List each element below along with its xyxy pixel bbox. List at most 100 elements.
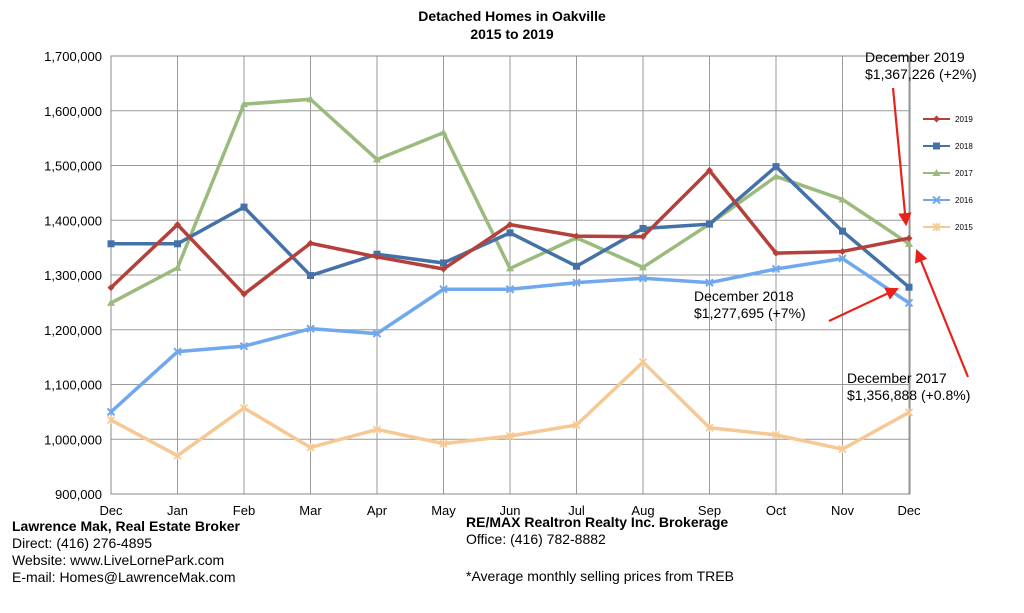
- series-2019: [107, 166, 913, 298]
- x-tick-label: Dec: [99, 503, 123, 518]
- agent-email: E-mail: Homes@LawrenceMak.com: [12, 569, 236, 585]
- data-point: [106, 416, 116, 425]
- data-point: [239, 341, 249, 351]
- data-point: [904, 408, 914, 417]
- data-point: [905, 234, 913, 242]
- x-tick-label: Apr: [367, 503, 388, 518]
- brokerage-info: RE/MAX Realtron Realty Inc. Brokerage Of…: [466, 514, 728, 548]
- x-tick-label: Oct: [766, 503, 787, 518]
- data-point: [838, 195, 847, 203]
- data-point: [372, 425, 382, 434]
- data-point: [505, 431, 515, 441]
- brokerage-name: RE/MAX Realtron Realty Inc. Brokerage: [466, 514, 729, 530]
- data-point: [771, 264, 781, 274]
- data-point: [573, 232, 580, 240]
- annotation-line2: $1,277,695 (+7%): [694, 305, 806, 321]
- y-tick-label: 1,200,000: [44, 323, 102, 338]
- data-point: [106, 407, 116, 417]
- annotation-arrow: [915, 248, 970, 378]
- annotation-dec2017: December 2017$1,356,888 (+0.8%): [847, 370, 970, 403]
- data-point: [905, 239, 913, 247]
- data-point: [307, 239, 314, 247]
- data-point: [933, 115, 940, 123]
- plot-frame: [110, 55, 911, 495]
- annotation-dec2018: December 2018$1,277,695 (+7%): [694, 288, 806, 321]
- agent-website: Website: www.LiveLornePark.com: [12, 552, 225, 568]
- y-tick-label: 1,500,000: [44, 159, 102, 174]
- data-point: [839, 227, 846, 235]
- annotation-line1: December 2018: [694, 288, 794, 304]
- data-point: [505, 285, 515, 294]
- legend-entry-2016: 2016: [923, 195, 973, 205]
- legend: 2019 2018 2017 2016 2015: [923, 115, 973, 232]
- series-2018: [107, 163, 913, 291]
- data-point: [373, 155, 381, 163]
- x-tick-label: Jan: [167, 503, 188, 518]
- x-tick-label: Aug: [631, 503, 654, 518]
- data-point: [439, 128, 448, 136]
- legend-label: 2016: [955, 196, 973, 205]
- data-point: [572, 278, 581, 287]
- office-phone: Office: (416) 782-8882: [466, 531, 606, 547]
- data-point: [932, 195, 941, 205]
- series-group: [106, 95, 914, 460]
- legend-entry-2019: 2019: [923, 115, 973, 124]
- x-tick-label: May: [431, 503, 456, 518]
- x-tick-label: Feb: [233, 503, 255, 518]
- legend-entry-2018: 2018: [923, 142, 973, 151]
- data-point: [240, 100, 248, 108]
- data-point: [638, 357, 648, 367]
- data-point: [306, 443, 315, 452]
- gridlines: [110, 55, 910, 495]
- agent-name: Lawrence Mak, Real Estate Broker: [12, 518, 240, 534]
- data-point: [904, 298, 914, 308]
- data-point: [307, 272, 314, 280]
- data-point: [239, 403, 249, 413]
- axes: 900,000 1,000,000 1,100,000 1,200,000 1,300,…: [44, 49, 921, 518]
- data-point: [573, 262, 580, 270]
- x-tick-label: Jul: [568, 503, 585, 518]
- data-point: [839, 247, 846, 255]
- y-tick-label: 1,100,000: [44, 378, 102, 393]
- data-point: [838, 254, 847, 263]
- data-point: [639, 233, 647, 241]
- data-point: [440, 265, 447, 273]
- annotation-dec2019: December 2019$1,367,226 (+2%): [865, 49, 977, 82]
- y-tick-label: 900,000: [55, 487, 102, 502]
- y-tick-label: 1,400,000: [44, 213, 102, 228]
- chart-subtitle: 2015 to 2019: [470, 26, 553, 42]
- y-tick-label: 1,300,000: [44, 268, 102, 283]
- x-tick-label: Sep: [698, 503, 721, 518]
- y-tick-label: 1,000,000: [44, 432, 102, 447]
- series-2015: [106, 357, 914, 460]
- x-tick-label: Jun: [500, 503, 521, 518]
- data-point: [174, 240, 181, 248]
- data-point: [440, 259, 447, 267]
- legend-entry-2017: 2017: [923, 169, 973, 178]
- data-point: [107, 298, 115, 306]
- data-point: [306, 324, 315, 333]
- data-point: [772, 249, 780, 257]
- data-point: [306, 95, 315, 103]
- agent-contact: Lawrence Mak, Real Estate Broker Direct:…: [12, 518, 240, 586]
- data-point: [506, 264, 514, 272]
- annotation-line2: $1,356,888 (+0.8%): [847, 387, 970, 403]
- annotation-line2: $1,367,226 (+2%): [865, 66, 977, 82]
- data-point: [838, 445, 847, 454]
- legend-entry-2015: 2015: [923, 222, 973, 232]
- data-point: [173, 263, 182, 271]
- data-point: [439, 285, 448, 294]
- legend-label: 2017: [955, 169, 973, 178]
- data-point: [240, 203, 248, 211]
- annotation-line1: December 2017: [847, 370, 947, 386]
- legend-label: 2019: [955, 115, 973, 124]
- chart-title: Detached Homes in Oakville: [418, 8, 606, 24]
- data-point: [772, 172, 780, 180]
- data-point: [572, 420, 581, 430]
- legend-label: 2015: [955, 223, 973, 232]
- data-point: [932, 222, 941, 232]
- data-point: [240, 290, 248, 298]
- annotation-arrow: [891, 87, 912, 227]
- y-tick-label: 1,700,000: [44, 49, 102, 64]
